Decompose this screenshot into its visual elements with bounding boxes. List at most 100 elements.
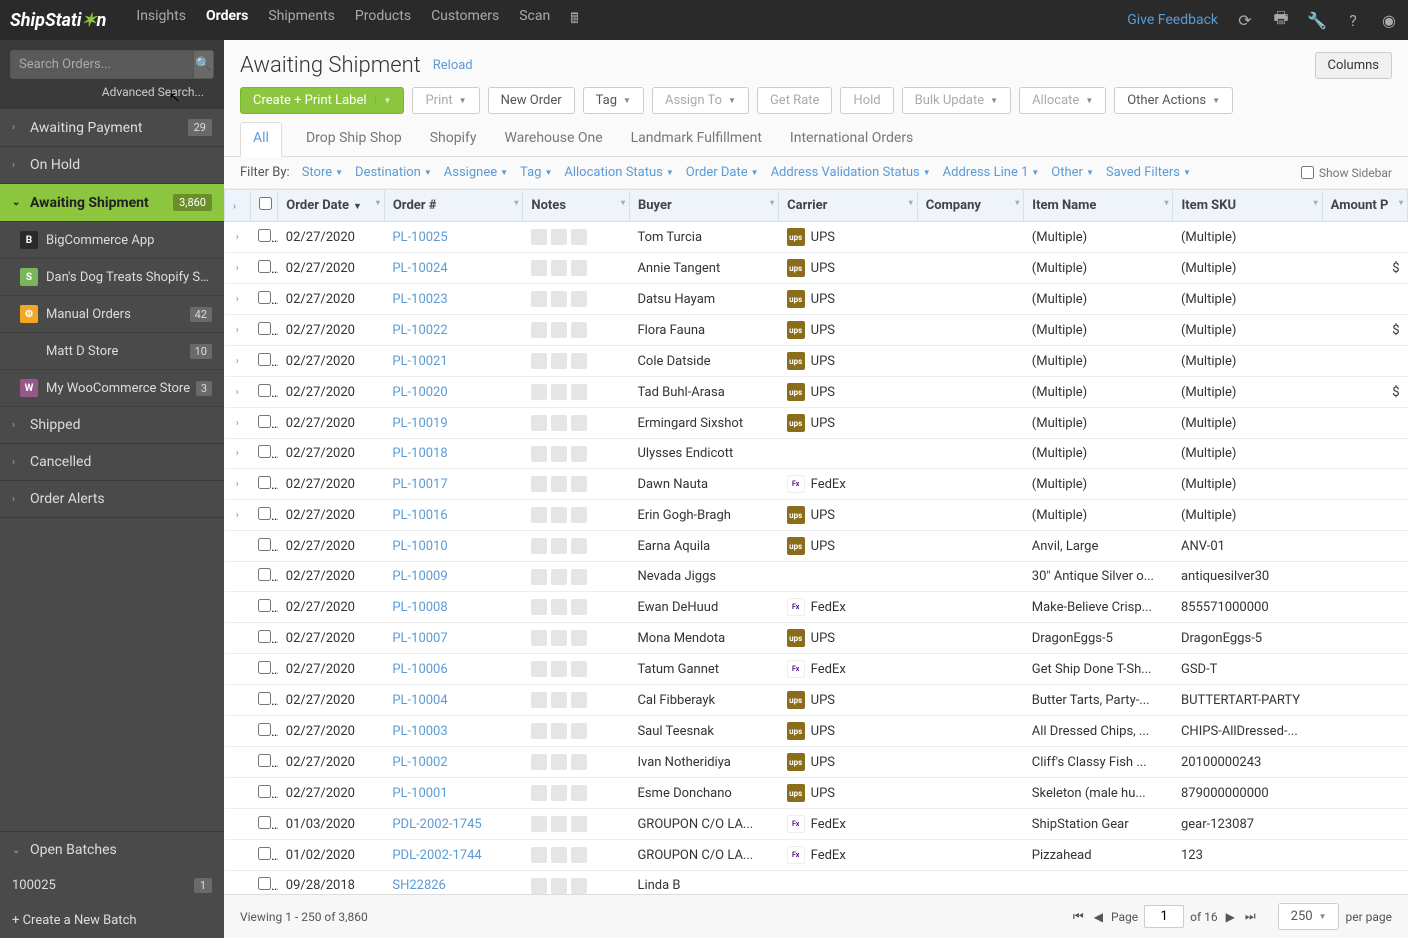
sidebar-shipped[interactable]: ›Shipped bbox=[0, 407, 224, 444]
store-item[interactable]: BBigCommerce App bbox=[0, 222, 224, 259]
order-link[interactable]: SH22826 bbox=[392, 878, 446, 893]
nav-insights[interactable]: Insights bbox=[136, 8, 186, 32]
expand-icon[interactable]: › bbox=[225, 469, 251, 500]
refresh-icon[interactable]: ⟳ bbox=[1236, 11, 1254, 29]
show-sidebar-checkbox[interactable] bbox=[1301, 166, 1314, 179]
row-checkbox[interactable] bbox=[258, 661, 271, 674]
col-header[interactable] bbox=[250, 190, 278, 222]
per-page-select[interactable]: 250▼ bbox=[1278, 903, 1340, 930]
order-row[interactable]: ›02/27/2020PL-10023Datsu HayamupsUPS(Mul… bbox=[225, 284, 1408, 315]
user-icon[interactable]: ◉ bbox=[1380, 11, 1398, 29]
order-link[interactable]: PL-10003 bbox=[392, 724, 447, 739]
store-item[interactable]: ⚙Manual Orders42 bbox=[0, 296, 224, 333]
row-checkbox[interactable] bbox=[258, 445, 271, 458]
order-row[interactable]: 02/27/2020PL-10008Ewan DeHuudFxFedExMake… bbox=[225, 592, 1408, 623]
sidebar-awaiting-payment[interactable]: ›Awaiting Payment29 bbox=[0, 109, 224, 147]
print-button[interactable]: Print▼ bbox=[412, 87, 479, 114]
order-link[interactable]: PL-10017 bbox=[392, 477, 447, 492]
filter-address-line-1[interactable]: Address Line 1 ▼ bbox=[943, 165, 1040, 180]
select-all-checkbox[interactable] bbox=[259, 197, 272, 210]
order-row[interactable]: ›02/27/2020PL-10020Tad Buhl-ArasaupsUPS(… bbox=[225, 377, 1408, 408]
expand-icon[interactable] bbox=[225, 623, 251, 654]
batch-row[interactable]: 1000251 bbox=[0, 868, 224, 903]
note-icons[interactable] bbox=[531, 507, 622, 523]
expand-icon[interactable] bbox=[225, 871, 251, 895]
order-row[interactable]: 02/27/2020PL-10001Esme DonchanoupsUPSSke… bbox=[225, 778, 1408, 809]
prev-page-button[interactable]: ◀ bbox=[1092, 910, 1105, 924]
note-icons[interactable] bbox=[531, 630, 622, 646]
note-icons[interactable] bbox=[531, 538, 622, 554]
hold-button[interactable]: Hold bbox=[840, 87, 893, 114]
store-item[interactable]: Matt D Store10 bbox=[0, 333, 224, 370]
col-header[interactable]: Item SKU▾ bbox=[1173, 190, 1322, 222]
order-row[interactable]: 02/27/2020PL-10002Ivan NotheridiyaupsUPS… bbox=[225, 747, 1408, 778]
new-order-button[interactable]: New Order bbox=[488, 87, 575, 114]
order-link[interactable]: PL-10007 bbox=[392, 631, 447, 646]
note-icons[interactable] bbox=[531, 785, 622, 801]
row-checkbox[interactable] bbox=[258, 260, 271, 273]
expand-icon[interactable] bbox=[225, 685, 251, 716]
note-icons[interactable] bbox=[531, 723, 622, 739]
row-checkbox[interactable] bbox=[258, 754, 271, 767]
filter-allocation-status[interactable]: Allocation Status ▼ bbox=[564, 165, 673, 180]
filter-saved-filters[interactable]: Saved Filters ▼ bbox=[1106, 165, 1191, 180]
order-link[interactable]: PL-10024 bbox=[392, 261, 447, 276]
row-checkbox[interactable] bbox=[258, 877, 271, 890]
row-checkbox[interactable] bbox=[258, 322, 271, 335]
expand-icon[interactable]: › bbox=[225, 408, 251, 439]
allocate-button[interactable]: Allocate▼ bbox=[1019, 87, 1106, 114]
help-icon[interactable]: ? bbox=[1344, 11, 1362, 29]
order-link[interactable]: PL-10002 bbox=[392, 755, 447, 770]
row-checkbox[interactable] bbox=[258, 692, 271, 705]
search-button[interactable]: 🔍 bbox=[194, 50, 214, 79]
expand-icon[interactable] bbox=[225, 747, 251, 778]
col-header[interactable]: Amount P▾ bbox=[1322, 190, 1407, 222]
col-header[interactable]: Notes▾ bbox=[523, 190, 630, 222]
expand-icon[interactable] bbox=[225, 654, 251, 685]
expand-icon[interactable] bbox=[225, 592, 251, 623]
row-checkbox[interactable] bbox=[258, 630, 271, 643]
row-checkbox[interactable] bbox=[258, 568, 271, 581]
note-icons[interactable] bbox=[531, 446, 622, 462]
expand-icon[interactable]: › bbox=[225, 253, 251, 284]
note-icons[interactable] bbox=[531, 599, 622, 615]
order-link[interactable]: PL-10021 bbox=[392, 354, 447, 369]
columns-button[interactable]: Columns bbox=[1315, 52, 1393, 79]
order-row[interactable]: 02/27/2020PL-10009Nevada Jiggs30" Antiqu… bbox=[225, 562, 1408, 592]
col-header[interactable]: Item Name▾ bbox=[1024, 190, 1173, 222]
nav-products[interactable]: Products bbox=[355, 8, 411, 32]
page-input[interactable] bbox=[1144, 905, 1184, 928]
note-icons[interactable] bbox=[531, 415, 622, 431]
tab-international-orders[interactable]: International Orders bbox=[786, 122, 917, 156]
assign-button[interactable]: Assign To▼ bbox=[652, 87, 749, 114]
order-row[interactable]: 02/27/2020PL-10007Mona MendotaupsUPSDrag… bbox=[225, 623, 1408, 654]
order-row[interactable]: 02/27/2020PL-10010Earna AquilaupsUPSAnvi… bbox=[225, 531, 1408, 562]
order-row[interactable]: ›02/27/2020PL-10016Erin Gogh-BraghupsUPS… bbox=[225, 500, 1408, 531]
order-row[interactable]: ›02/27/2020PL-10025Tom TurciaupsUPS(Mult… bbox=[225, 222, 1408, 253]
col-header[interactable]: Buyer▾ bbox=[629, 190, 778, 222]
sidebar-order-alerts[interactable]: ›Order Alerts bbox=[0, 481, 224, 518]
order-row[interactable]: 02/27/2020PL-10003Saul TeesnakupsUPSAll … bbox=[225, 716, 1408, 747]
tab-all[interactable]: All bbox=[240, 122, 282, 157]
col-header[interactable]: Order Date▼▾ bbox=[278, 190, 385, 222]
note-icons[interactable] bbox=[531, 384, 622, 400]
expand-icon[interactable]: › bbox=[225, 284, 251, 315]
note-icons[interactable] bbox=[531, 291, 622, 307]
note-icons[interactable] bbox=[531, 229, 622, 245]
other-actions-button[interactable]: Other Actions▼ bbox=[1114, 87, 1233, 114]
filter-address-validation-status[interactable]: Address Validation Status ▼ bbox=[771, 165, 931, 180]
row-checkbox[interactable] bbox=[258, 415, 271, 428]
order-row[interactable]: ›02/27/2020PL-10019Ermingard SixshotupsU… bbox=[225, 408, 1408, 439]
order-link[interactable]: PL-10019 bbox=[392, 416, 447, 431]
nav-scan[interactable]: Scan bbox=[519, 8, 550, 32]
expand-icon[interactable]: › bbox=[225, 377, 251, 408]
last-page-button[interactable]: ⏭ bbox=[1243, 909, 1258, 924]
filter-store[interactable]: Store ▼ bbox=[302, 165, 343, 180]
row-checkbox[interactable] bbox=[258, 353, 271, 366]
note-icons[interactable] bbox=[531, 260, 622, 276]
order-row[interactable]: ›02/27/2020PL-10017Dawn NautaFxFedEx(Mul… bbox=[225, 469, 1408, 500]
note-icons[interactable] bbox=[531, 816, 622, 832]
nav-customers[interactable]: Customers bbox=[431, 8, 499, 32]
note-icons[interactable] bbox=[531, 878, 622, 894]
order-link[interactable]: PDL-2002-1745 bbox=[392, 817, 481, 832]
